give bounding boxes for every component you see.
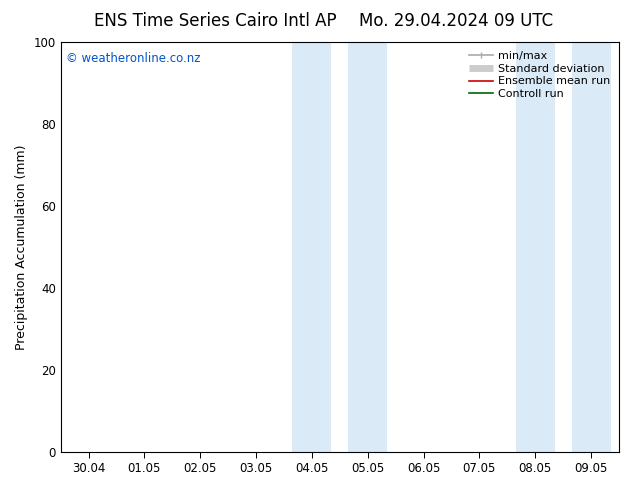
Text: ENS Time Series Cairo Intl AP: ENS Time Series Cairo Intl AP: [94, 12, 337, 30]
Bar: [348, 42, 387, 452]
Y-axis label: Precipitation Accumulation (mm): Precipitation Accumulation (mm): [15, 144, 28, 349]
Legend: min/max, Standard deviation, Ensemble mean run, Controll run: min/max, Standard deviation, Ensemble me…: [465, 48, 614, 102]
Text: Mo. 29.04.2024 09 UTC: Mo. 29.04.2024 09 UTC: [359, 12, 553, 30]
Bar: [571, 42, 611, 452]
Text: © weatheronline.co.nz: © weatheronline.co.nz: [66, 52, 201, 65]
Bar: [515, 42, 555, 452]
Bar: [292, 42, 332, 452]
